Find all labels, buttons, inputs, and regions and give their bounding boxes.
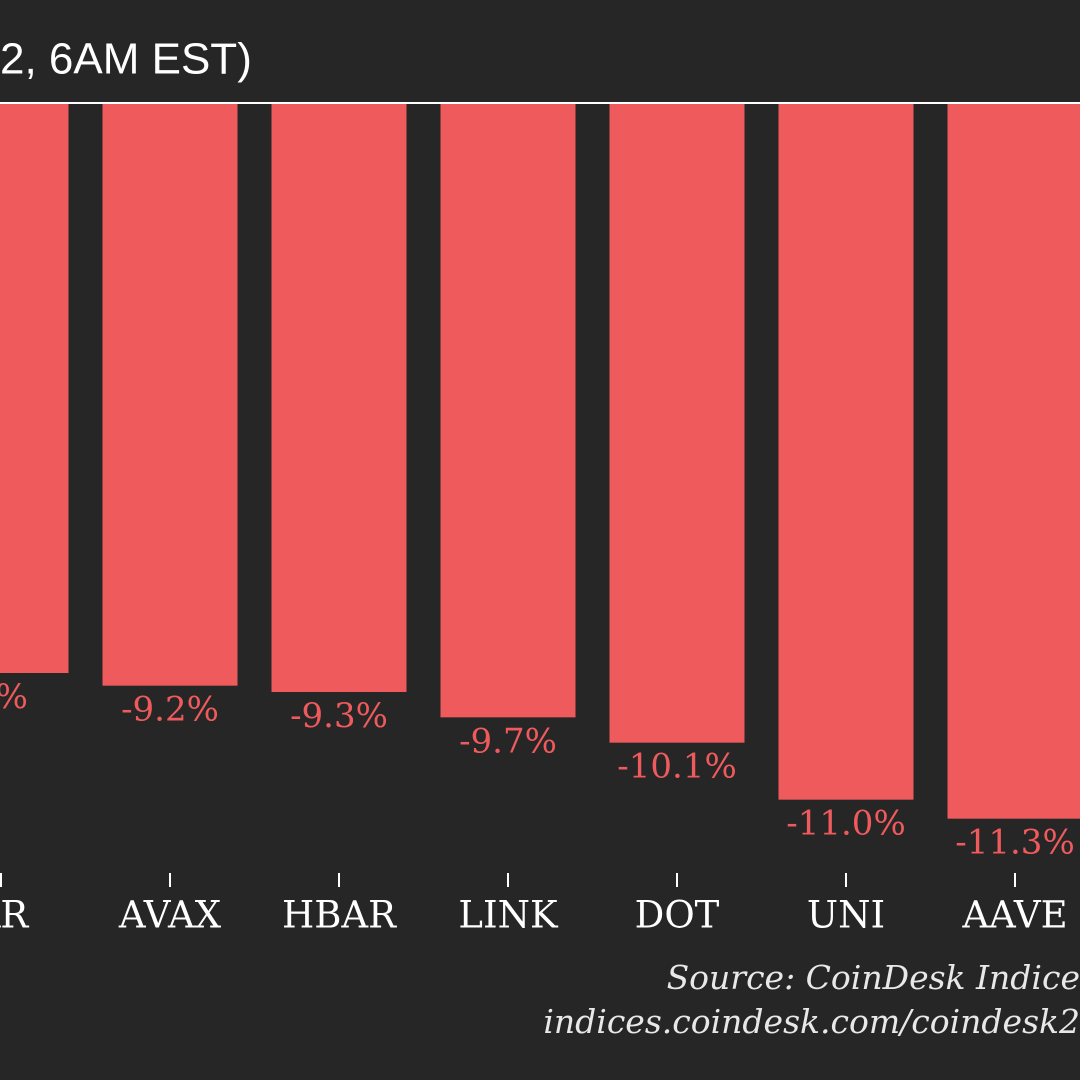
- chart-title: 2, 6AM EST): [0, 35, 252, 84]
- source-text: Source: CoinDesk Indice: [667, 958, 1080, 997]
- value-label: -9.7%: [459, 721, 557, 761]
- bar: [609, 103, 745, 743]
- bar: [440, 103, 576, 718]
- bar: [102, 103, 238, 686]
- value-label: -9.2%: [121, 690, 219, 730]
- value-label: -10.1%: [617, 747, 737, 787]
- x-tick-label: AAVE: [961, 894, 1067, 937]
- bar: [0, 103, 69, 673]
- x-tick-label: AR: [0, 894, 29, 937]
- x-tick-label: AVAX: [118, 894, 222, 937]
- bar: [947, 103, 1080, 819]
- x-tick-label: LINK: [458, 894, 559, 937]
- value-label: 0%: [0, 677, 28, 717]
- bar: [778, 103, 914, 800]
- x-tick-label: HBAR: [282, 894, 397, 937]
- value-label: -9.3%: [290, 696, 388, 736]
- bar: [271, 103, 407, 692]
- value-label: -11.3%: [955, 823, 1075, 863]
- source-url: indices.coindesk.com/coindesk2: [543, 1002, 1080, 1041]
- value-label: -11.0%: [786, 804, 906, 844]
- x-tick-label: UNI: [807, 894, 885, 937]
- x-tick-label: DOT: [635, 894, 720, 937]
